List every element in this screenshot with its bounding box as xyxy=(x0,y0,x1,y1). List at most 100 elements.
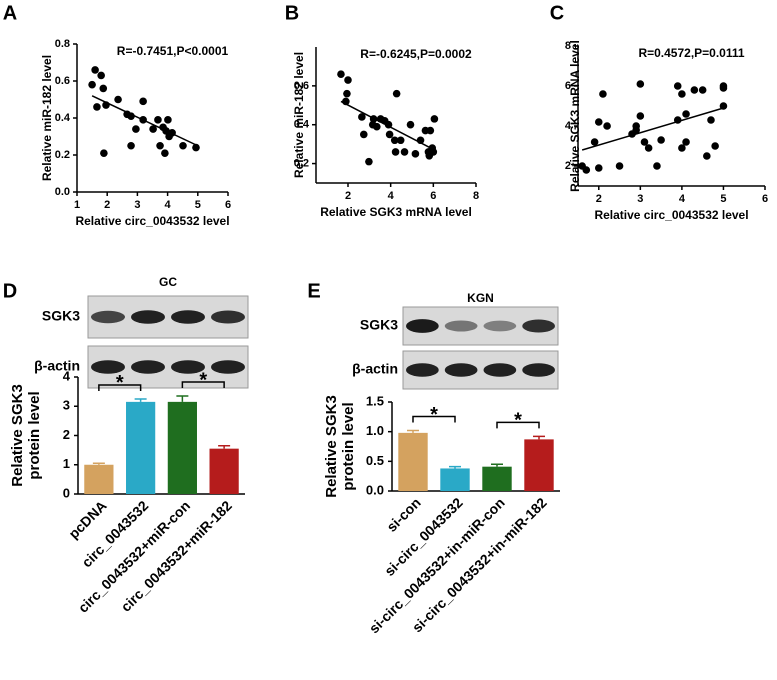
bar xyxy=(398,432,428,491)
error-bar xyxy=(176,395,189,402)
point xyxy=(385,130,394,139)
blot-band xyxy=(171,360,205,374)
blot-band xyxy=(211,310,245,324)
trend-line xyxy=(581,107,724,151)
x-tick-label: 2 xyxy=(345,190,351,202)
point xyxy=(698,86,707,94)
y-axis-label: Relative SGK3 xyxy=(9,384,26,487)
panel-label: A xyxy=(3,2,17,24)
error-whisker xyxy=(407,429,419,433)
point xyxy=(690,86,699,94)
y-tick-label: 0.6 xyxy=(55,75,70,87)
y-axis-label: Relative SGK3 mRNA level xyxy=(568,40,582,192)
trend-line xyxy=(340,100,435,151)
error-whisker xyxy=(218,444,231,449)
significance-bracket xyxy=(181,381,225,389)
blot-band xyxy=(483,363,517,377)
point xyxy=(594,164,603,172)
point xyxy=(344,76,352,84)
error-bar xyxy=(533,435,545,440)
significance-bracket xyxy=(496,421,540,429)
y-tick-label: 0.4 xyxy=(294,119,310,131)
y-tick-label: 4 xyxy=(565,120,572,132)
blot-band xyxy=(406,319,439,333)
y-tick-label: 1 xyxy=(63,456,70,471)
significance-bracket xyxy=(98,384,142,391)
y-axis-label: protein level xyxy=(26,391,43,479)
significance-label: * xyxy=(430,404,438,426)
significance-label: * xyxy=(514,410,522,432)
blot-band xyxy=(522,363,555,377)
point xyxy=(406,120,415,129)
panel-label: C xyxy=(550,2,564,24)
x-tick-label: 8 xyxy=(473,190,479,202)
x-tick-label: 5 xyxy=(720,193,726,205)
point xyxy=(582,166,591,174)
y-tick-label: 2 xyxy=(63,427,70,442)
point xyxy=(640,138,649,146)
y-tick-label: 0.0 xyxy=(366,482,384,497)
point xyxy=(653,162,661,170)
x-axis-label: Relative circ_0043532 level xyxy=(594,208,748,222)
point xyxy=(678,144,686,152)
point xyxy=(93,103,101,111)
point xyxy=(149,125,157,133)
bar xyxy=(84,464,114,494)
y-tick-label: 6 xyxy=(565,80,571,92)
blot-title: GC xyxy=(159,275,177,289)
point xyxy=(359,130,368,139)
x-tick-label: 5 xyxy=(195,199,201,211)
blot-row-label: SGK3 xyxy=(42,308,80,324)
point xyxy=(594,118,603,126)
blot-row-label: β-actin xyxy=(352,361,398,377)
y-tick-label: 0 xyxy=(63,485,70,500)
error-whisker xyxy=(533,435,545,440)
y-tick-label: 2 xyxy=(565,160,571,172)
panel-label: D xyxy=(3,280,17,302)
point xyxy=(358,113,366,121)
x-tick-label: 6 xyxy=(762,193,768,205)
point xyxy=(337,70,345,78)
point xyxy=(391,148,400,156)
trend-line xyxy=(91,95,199,147)
point xyxy=(411,150,420,158)
point xyxy=(673,82,682,90)
blot-band xyxy=(131,310,165,324)
error-bar xyxy=(134,398,147,402)
x-axis-label: Relative circ_0043532 level xyxy=(75,214,229,228)
y-tick-label: 3 xyxy=(63,398,70,413)
point xyxy=(100,149,108,157)
point xyxy=(430,115,439,123)
y-axis-label: protein level xyxy=(340,402,357,490)
point xyxy=(657,136,665,144)
x-tick-label: 4 xyxy=(679,193,686,205)
point xyxy=(127,141,135,150)
significance-label: * xyxy=(199,369,207,391)
y-axis-label: Relative miR-182 level xyxy=(292,52,306,178)
significance-bracket xyxy=(412,415,456,423)
point xyxy=(164,116,172,124)
point xyxy=(373,122,381,131)
point xyxy=(390,136,399,145)
error-whisker xyxy=(134,398,147,402)
point xyxy=(139,97,147,106)
point xyxy=(719,82,728,90)
blot-band xyxy=(444,363,478,377)
blot-row-label: SGK3 xyxy=(360,317,398,333)
y-tick-label: 0.5 xyxy=(366,453,384,468)
blot-band xyxy=(171,310,205,324)
bar xyxy=(440,468,470,491)
point xyxy=(644,144,653,152)
error-bar xyxy=(218,444,231,449)
point xyxy=(343,89,351,98)
error-whisker xyxy=(92,462,105,465)
point xyxy=(192,143,200,152)
error-bar xyxy=(491,463,503,467)
point xyxy=(114,95,122,104)
point xyxy=(615,162,624,170)
blot-band xyxy=(211,360,245,374)
x-tick-label: 3 xyxy=(637,193,643,205)
blot-band xyxy=(444,320,478,332)
point xyxy=(179,141,187,150)
